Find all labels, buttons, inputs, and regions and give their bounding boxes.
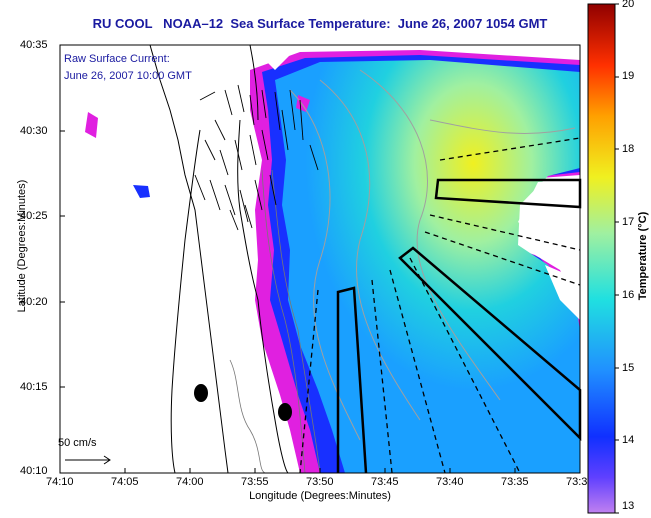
colorbar-tick-label: 17 [622, 216, 635, 228]
y-tick-label: 40:25 [20, 210, 48, 222]
colorbar-ticks [615, 3, 619, 514]
x-tick-label: 74:00 [176, 476, 204, 488]
colorbar-title: Temperature (°C) [637, 211, 649, 301]
scale-label: 50 cm/s [58, 437, 97, 449]
mooring-marker-1 [194, 384, 208, 402]
x-tick-label: 74:05 [111, 476, 139, 488]
colorbar-tick-label: 20 [622, 0, 635, 10]
depth-contours [229, 169, 321, 474]
scale-arrow [65, 455, 111, 465]
colorbar-tick-label: 19 [622, 70, 635, 82]
x-tick-label: 73:35 [501, 476, 529, 488]
radar-range-lines [299, 137, 581, 474]
colorbar-tick-label: 15 [622, 362, 635, 374]
sst-field [85, 45, 580, 473]
colorbar-tick-label: 14 [622, 434, 635, 446]
x-tick-label: 73:50 [306, 476, 334, 488]
colorbar-tick-label: 18 [622, 143, 635, 155]
y-tick-label: 40:15 [20, 381, 48, 393]
x-tick-label: 73:55 [241, 476, 269, 488]
current-annotation-line2: June 26, 2007 10:00 GMT [64, 70, 192, 82]
mooring-marker-2 [278, 403, 292, 421]
axis-ticks [59, 44, 516, 474]
map-title: RU COOL NOAA–12 Sea Surface Temperature:… [92, 16, 548, 31]
current-vectors [194, 84, 319, 231]
colorbar-tick-label: 16 [622, 289, 635, 301]
y-tick-label: 40:35 [20, 39, 48, 51]
x-axis-label: Longitude (Degrees:Minutes) [249, 490, 391, 502]
y-tick-label: 40:10 [20, 465, 48, 477]
x-tick-label: 74:10 [46, 476, 74, 488]
x-tick-label: 73:3 [566, 476, 588, 488]
y-tick-label: 40:20 [20, 296, 48, 308]
y-tick-label: 40:30 [20, 125, 48, 137]
current-annotation-line1: Raw Surface Current: [64, 53, 170, 65]
colorbar-tick-label: 13 [622, 500, 635, 512]
coastline [149, 44, 289, 474]
x-tick-label: 73:45 [371, 476, 399, 488]
x-tick-label: 73:40 [436, 476, 464, 488]
colorbar [587, 3, 616, 514]
